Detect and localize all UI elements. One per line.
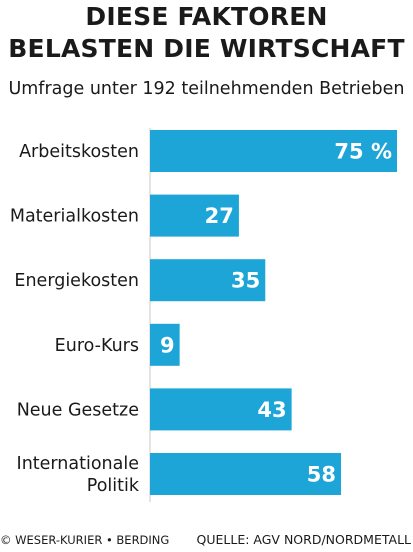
value-label: 35 — [231, 269, 260, 293]
value-label: 43 — [257, 398, 286, 422]
category-label-line: Internationale — [17, 454, 139, 474]
category-label-line: Energiekosten — [14, 271, 139, 291]
chart-title-line-1: DIESE FAKTOREN — [85, 2, 328, 31]
category-label-line: Politik — [87, 476, 140, 496]
category-label: Euro-Kurs — [55, 336, 139, 356]
category-label: Arbeitskosten — [19, 142, 139, 162]
bar-arbeitskosten — [150, 130, 397, 172]
source-text: QUELLE: AGV NORD/NORDMETALL — [196, 532, 411, 547]
value-label: 27 — [205, 204, 234, 228]
value-label: 9 — [160, 333, 175, 357]
chart-subtitle: Umfrage unter 192 teilnehmenden Betriebe… — [8, 79, 405, 99]
category-label-line: Materialkosten — [10, 207, 139, 227]
category-label-line: Arbeitskosten — [19, 142, 139, 162]
bar-materialkosten — [150, 194, 239, 237]
category-label: Energiekosten — [14, 271, 139, 291]
category-label-line: Euro-Kurs — [55, 336, 139, 356]
category-label-line: Neue Gesetze — [17, 400, 139, 420]
bar-euro-kurs — [150, 323, 180, 366]
value-label: 58 — [307, 463, 336, 487]
category-label: Internationale Politik — [17, 454, 140, 496]
chart-title-line-2: BELASTEN DIE WIRTSCHAFT — [8, 34, 405, 63]
bar-internationale-politik — [150, 453, 342, 495]
bar-neue-gesetze — [150, 388, 292, 431]
value-label: 75 % — [334, 140, 392, 164]
bar-energiekosten — [150, 259, 266, 302]
category-label: Neue Gesetze — [17, 400, 139, 420]
category-label: Materialkosten — [10, 207, 139, 227]
credit-text: © WESER-KURIER • BERDING — [0, 533, 170, 547]
